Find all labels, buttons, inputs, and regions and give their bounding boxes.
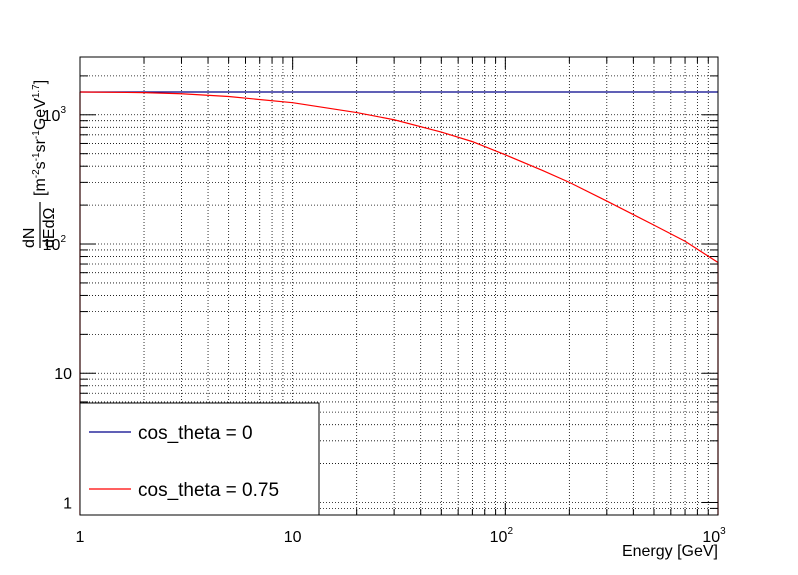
x-tick-labels: 1 10 102 103 xyxy=(76,526,727,546)
units-exp-3: -1 xyxy=(31,130,42,139)
y-tick-label: 102 xyxy=(43,234,67,254)
y-tick-label: 103 xyxy=(43,105,67,125)
y-axis-title-denominator: dEdΩ xyxy=(41,208,58,248)
x-tick-label: 10 xyxy=(284,529,302,546)
y-tick-label: 1 xyxy=(63,495,72,512)
y-tick-labels: 1 10 102 103 xyxy=(43,105,72,513)
legend-label-cos-theta-075: cos_theta = 0.75 xyxy=(138,480,279,501)
x-tick-label: 1 xyxy=(76,529,85,546)
units-exp-4: 1.7 xyxy=(31,84,42,98)
x-axis-title: Energy [GeV] xyxy=(622,543,718,560)
units-exp-1: -2 xyxy=(31,169,42,178)
legend-label-cos-theta-0: cos_theta = 0 xyxy=(138,423,253,444)
legend: cos_theta = 0 cos_theta = 0.75 xyxy=(79,402,320,516)
y-tick-label: 10 xyxy=(54,366,72,383)
legend-box xyxy=(79,402,320,516)
x-tick-label: 102 xyxy=(490,526,514,546)
units-prefix: [m xyxy=(32,178,49,196)
y-axis-title-numerator: dN xyxy=(21,228,38,248)
units-suffix: ] xyxy=(32,80,49,84)
series-line-1 xyxy=(79,91,719,515)
units-mid-2: sr xyxy=(32,138,49,152)
units-mid-3: GeV xyxy=(32,98,49,130)
units-mid-1: s xyxy=(32,161,49,169)
y-axis-title-units: [m-2s-1sr-1GeV1.7] xyxy=(31,80,49,196)
y-axis-title: dN dEdΩ [m-2s-1sr-1GeV1.7] xyxy=(21,80,58,248)
units-exp-2: -1 xyxy=(31,152,42,161)
x-tick-label: 103 xyxy=(702,526,726,546)
plot-frame xyxy=(79,56,719,516)
